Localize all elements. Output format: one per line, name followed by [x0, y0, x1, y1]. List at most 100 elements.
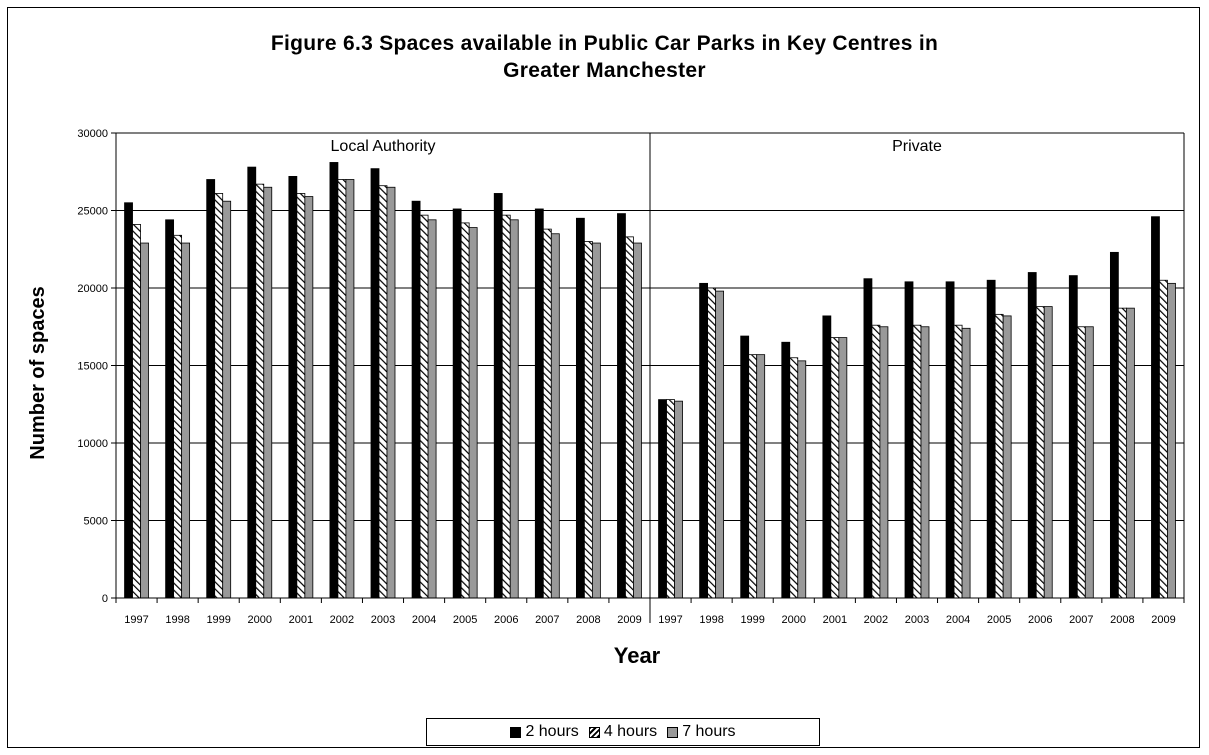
y-tick-label: 15000 [77, 361, 108, 373]
x-tick-label: 2000 [248, 614, 272, 626]
bar-4-hours [748, 354, 758, 599]
bar-2-hours [165, 219, 175, 599]
bar-4-hours [1076, 326, 1086, 599]
bar-2-hours [1027, 272, 1037, 599]
x-tick-label: 2008 [576, 614, 600, 626]
bar-7-hours [263, 186, 273, 599]
x-tick-label: 1998 [699, 614, 723, 626]
bar-7-hours [838, 337, 848, 599]
bar-7-hours [715, 290, 725, 599]
x-tick-label: 2001 [289, 614, 313, 626]
legend-item-7-hours: 7 hours [667, 723, 736, 741]
x-tick-label: 2002 [864, 614, 888, 626]
bar-2-hours [1151, 216, 1160, 599]
legend-label: 4 hours [603, 723, 658, 740]
bar-7-hours [961, 327, 971, 599]
x-tick-label: 2007 [535, 614, 559, 626]
x-tick-label: 2003 [371, 614, 395, 626]
bar-2-hours [863, 278, 873, 599]
bar-7-hours [920, 326, 930, 599]
x-tick-label: 2009 [1151, 614, 1175, 626]
bar-2-hours [1109, 251, 1119, 599]
x-tick-label: 1999 [740, 614, 764, 626]
bar-7-hours [509, 219, 519, 599]
bar-4-hours [255, 183, 265, 599]
bar-4-hours [214, 193, 224, 599]
bar-7-hours [468, 227, 478, 599]
y-tick-label: 0 [102, 593, 108, 605]
bar-2-hours [329, 162, 339, 599]
bar-2-hours [617, 213, 626, 599]
bar-4-hours [132, 224, 141, 599]
legend-label: 2 hours [525, 723, 579, 740]
bar-2-hours [781, 341, 791, 599]
x-tick-label: 2004 [946, 614, 970, 626]
y-tick-label: 5000 [84, 516, 108, 528]
y-tick-label: 20000 [77, 283, 108, 295]
bar-2-hours [411, 200, 421, 599]
bar-2-hours [986, 279, 996, 599]
bar-7-hours [1043, 306, 1053, 599]
bar-7-hours [386, 186, 396, 599]
bar-4-hours [707, 287, 717, 599]
bar-4-hours [1159, 279, 1168, 599]
x-tick-label: 2004 [412, 614, 436, 626]
bar-4-hours [173, 234, 183, 599]
bar-2-hours [822, 315, 832, 599]
x-tick-label: 2005 [453, 614, 477, 626]
bar-4-hours [871, 324, 881, 599]
y-tick-label: 30000 [77, 128, 108, 140]
bar-7-hours [140, 242, 149, 599]
bar-4-hours [830, 337, 840, 599]
bar-2-hours [699, 282, 709, 599]
bar-7-hours [304, 196, 314, 599]
bar-2-hours [288, 175, 298, 599]
bar-4-hours [337, 179, 347, 599]
axis-labels: 0 5000 10000 15000 20000 25000 30000 1997 1998 19… [77, 128, 1175, 626]
x-tick-label: 1999 [206, 614, 230, 626]
bar-4-hours [460, 222, 470, 599]
bars [124, 162, 1176, 599]
bar-7-hours [879, 326, 889, 599]
legend-item-2-hours: 2 hours [510, 723, 579, 741]
bar-7-hours [550, 233, 560, 599]
bar-7-hours [1167, 282, 1176, 599]
bar-7-hours [591, 242, 601, 599]
x-axis-label: Year [614, 643, 661, 668]
bar-2-hours [740, 335, 750, 599]
legend-label: 7 hours [682, 723, 736, 740]
legend-swatch-hatched [588, 726, 600, 738]
bar-2-hours [945, 281, 955, 599]
bar-2-hours [904, 281, 914, 599]
bar-2-hours [534, 208, 544, 599]
bar-4-hours [1035, 306, 1045, 599]
x-tick-label: 2009 [617, 614, 641, 626]
bar-4-hours [953, 324, 963, 599]
chart-title-line-1: Figure 6.3 Spaces available in Public Ca… [270, 32, 939, 55]
bar-4-hours [419, 214, 429, 599]
bar-2-hours [124, 202, 133, 599]
x-tick-label: 2005 [987, 614, 1011, 626]
x-tick-label: 2006 [494, 614, 518, 626]
bar-7-hours [756, 354, 766, 599]
bar-4-hours [378, 185, 388, 599]
legend-item-4-hours: 4 hours [588, 723, 658, 741]
bar-7-hours [1002, 315, 1012, 599]
bar-2-hours [1068, 275, 1078, 599]
y-tick-label: 25000 [77, 206, 108, 218]
x-tick-label: 1998 [165, 614, 189, 626]
bar-7-hours [674, 400, 683, 599]
legend-swatch-grey [667, 726, 679, 738]
chart-title-line-2: Greater Manchester [503, 59, 706, 82]
x-tick-label: 2007 [1069, 614, 1093, 626]
bar-2-hours [452, 208, 462, 599]
bar-7-hours [427, 219, 437, 599]
bar-7-hours [345, 179, 355, 599]
bar-2-hours [493, 193, 503, 599]
x-tick-label: 2002 [330, 614, 354, 626]
x-tick-label: 2000 [782, 614, 806, 626]
x-tick-label: 2008 [1110, 614, 1134, 626]
chart-title: Figure 6.3 Spaces available in Public Ca… [0, 30, 1209, 84]
y-axis-label: Number of spaces [27, 286, 49, 459]
